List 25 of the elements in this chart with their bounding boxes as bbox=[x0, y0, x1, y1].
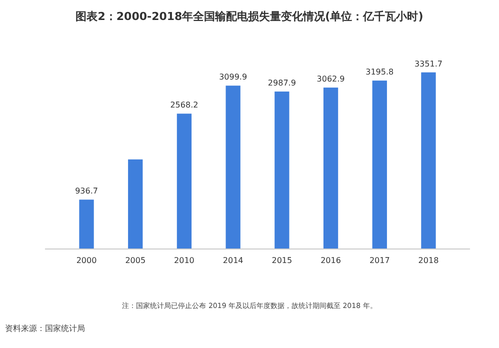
bar bbox=[226, 86, 240, 249]
x-tick-label: 2005 bbox=[125, 256, 146, 265]
x-tick-label: 2000 bbox=[76, 256, 97, 265]
bar bbox=[421, 72, 436, 249]
chart-title: 图表2：2000-2018年全国输配电损失量变化情况(单位：亿千瓦小时) bbox=[76, 10, 424, 23]
data-label: 2568.2 bbox=[170, 100, 198, 110]
data-label: 3195.8 bbox=[366, 68, 394, 77]
bar bbox=[372, 80, 387, 249]
bar bbox=[274, 92, 290, 249]
x-tick-label: 2015 bbox=[272, 256, 292, 265]
data-label: 936.7 bbox=[75, 186, 98, 196]
x-tick-label: 2018 bbox=[418, 256, 439, 265]
data-label: 3099.9 bbox=[219, 72, 248, 82]
text: 资料来源：国家统计局 bbox=[5, 324, 85, 333]
x-tick-label: 2014 bbox=[222, 256, 244, 265]
data-label: 3062.9 bbox=[316, 74, 345, 84]
data-label: 3351.7 bbox=[414, 59, 442, 68]
bar bbox=[79, 200, 94, 249]
bar bbox=[323, 88, 338, 249]
data-label: 2987.9 bbox=[268, 78, 296, 88]
x-tick-label: 2017 bbox=[369, 256, 390, 265]
bar bbox=[176, 114, 192, 249]
x-tick-label: 2010 bbox=[174, 256, 194, 265]
bar bbox=[128, 159, 143, 249]
x-tick-label: 2016 bbox=[320, 256, 341, 265]
